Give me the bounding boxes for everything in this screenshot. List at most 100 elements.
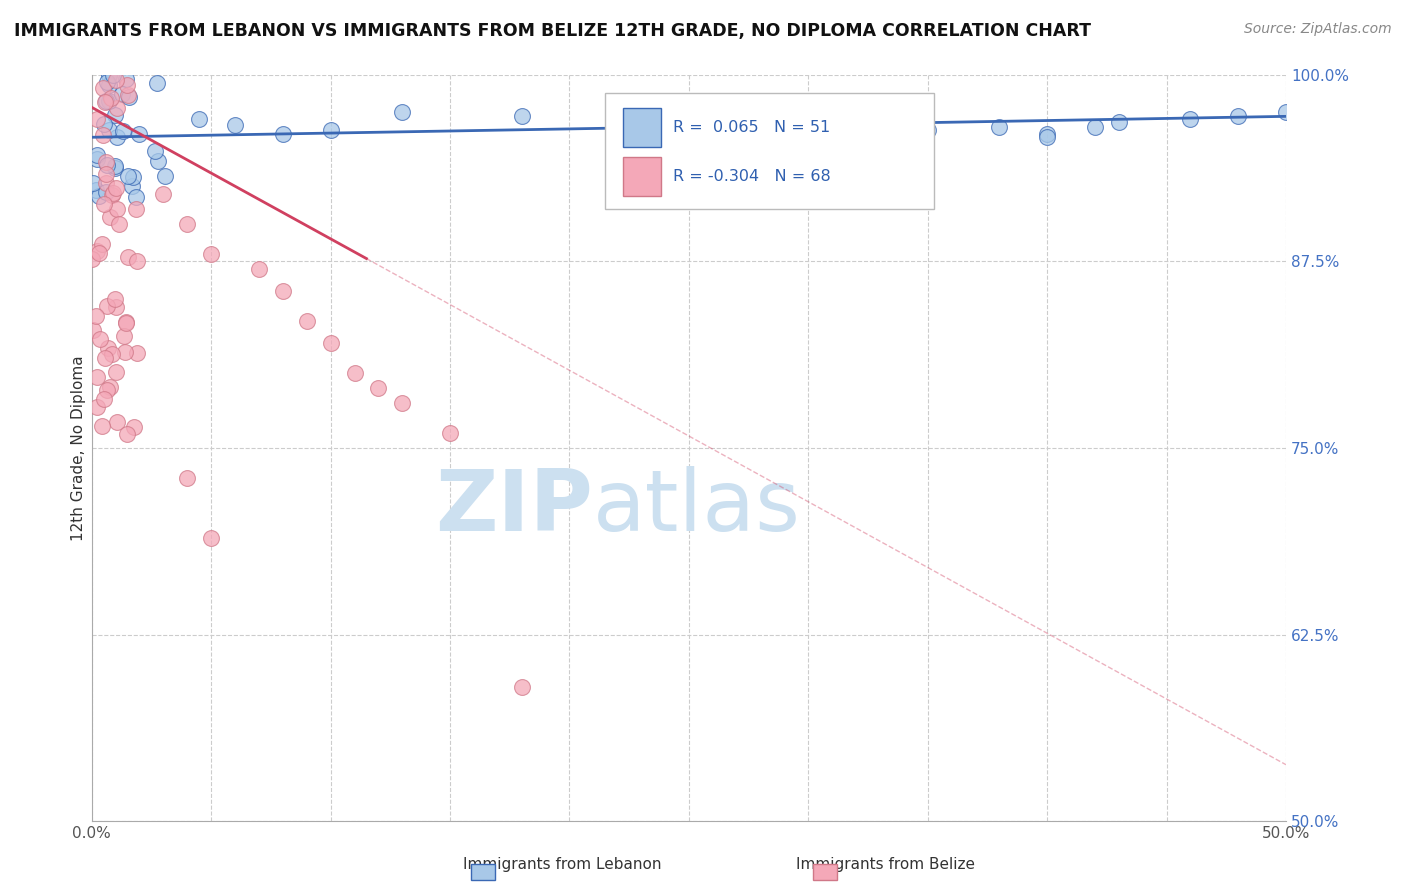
Point <box>105 301 128 315</box>
Point <box>105 101 128 115</box>
Point <box>94 95 117 109</box>
Point <box>100 91 122 105</box>
Point <box>86 401 108 415</box>
Point <box>146 153 169 168</box>
Point <box>94 185 117 199</box>
Point <box>105 72 128 87</box>
Point <box>97 342 120 356</box>
Point <box>271 128 294 142</box>
Point <box>319 336 342 351</box>
Point <box>91 81 114 95</box>
Point <box>98 380 121 394</box>
Text: R = -0.304   N = 68: R = -0.304 N = 68 <box>673 169 831 184</box>
Point <box>146 76 169 90</box>
Point <box>82 252 104 266</box>
Point <box>125 346 148 360</box>
Point <box>224 118 246 132</box>
Point <box>104 292 127 306</box>
Point <box>93 392 115 406</box>
Point <box>104 108 127 122</box>
FancyBboxPatch shape <box>623 157 661 196</box>
Point <box>98 69 121 83</box>
Point <box>82 176 104 190</box>
Point <box>391 104 413 119</box>
Point <box>122 170 145 185</box>
Point <box>105 130 128 145</box>
Point <box>145 144 167 158</box>
Point <box>391 396 413 410</box>
Point <box>89 246 111 260</box>
Point <box>94 94 117 108</box>
Point <box>1180 112 1202 127</box>
Point <box>112 124 135 138</box>
Point <box>96 75 118 89</box>
Point <box>96 299 118 313</box>
Point <box>101 187 124 202</box>
Point <box>98 211 121 225</box>
Text: Source: ZipAtlas.com: Source: ZipAtlas.com <box>1244 22 1392 37</box>
Point <box>104 159 127 173</box>
Point <box>94 351 117 365</box>
Point <box>606 135 628 149</box>
Point <box>91 418 114 433</box>
Point <box>98 94 121 108</box>
Point <box>94 176 117 190</box>
Point <box>108 217 131 231</box>
Point <box>510 680 533 694</box>
Point <box>367 381 389 395</box>
Point <box>1108 115 1130 129</box>
Point <box>1275 104 1298 119</box>
Point <box>114 345 136 359</box>
Point <box>1227 109 1250 123</box>
Point <box>295 314 318 328</box>
Point <box>86 112 108 127</box>
Point <box>630 150 652 164</box>
Point <box>128 127 150 141</box>
Point <box>86 148 108 162</box>
FancyBboxPatch shape <box>606 93 934 209</box>
Point <box>117 88 139 103</box>
Point <box>510 109 533 123</box>
Text: R =  0.065   N = 51: R = 0.065 N = 51 <box>673 120 831 136</box>
Point <box>917 123 939 137</box>
Point <box>101 346 124 360</box>
Point <box>89 332 111 346</box>
Point <box>122 420 145 434</box>
Point <box>94 154 117 169</box>
Point <box>319 123 342 137</box>
Point <box>200 531 222 545</box>
Point <box>343 366 366 380</box>
Point <box>117 250 139 264</box>
Point <box>98 123 121 137</box>
Point <box>271 284 294 298</box>
Point <box>91 128 114 142</box>
Point <box>988 120 1011 134</box>
Point <box>93 117 115 131</box>
Point <box>1084 120 1107 134</box>
Point <box>111 87 134 101</box>
Point <box>96 383 118 397</box>
Point <box>1036 130 1059 145</box>
Point <box>105 202 128 216</box>
Point <box>124 202 146 216</box>
Point <box>91 237 114 252</box>
Point <box>82 323 104 337</box>
Point <box>114 329 136 343</box>
Point <box>87 188 110 202</box>
Point <box>749 153 772 167</box>
Point <box>118 90 141 104</box>
Point <box>104 180 127 194</box>
Point <box>84 183 107 197</box>
Text: Immigrants from Lebanon: Immigrants from Lebanon <box>463 857 662 872</box>
Point <box>153 169 176 183</box>
Point <box>97 78 120 93</box>
Point <box>188 112 211 127</box>
Point <box>152 187 174 202</box>
Point <box>101 186 124 200</box>
Point <box>797 137 820 152</box>
Point <box>86 244 108 258</box>
Point <box>121 178 143 193</box>
Point <box>96 158 118 172</box>
Point <box>86 369 108 384</box>
Point <box>115 316 138 330</box>
